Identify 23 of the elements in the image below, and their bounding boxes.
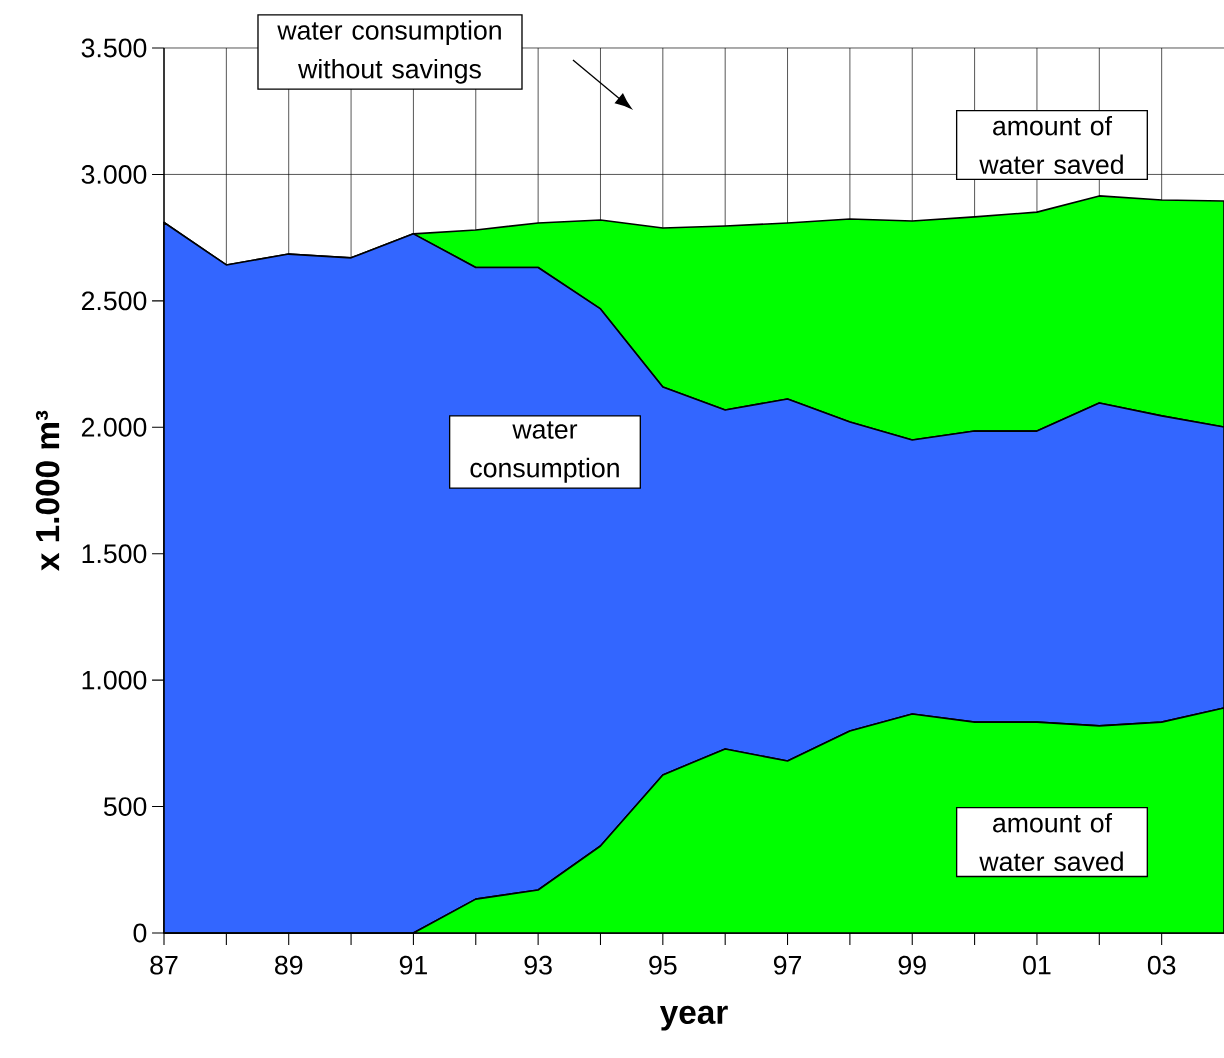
x-tick-label: 99 — [898, 955, 926, 975]
annotation: water consumption without savings — [277, 20, 501, 84]
x-tick-label: 03 — [1147, 955, 1176, 975]
series-label: water consumption — [470, 421, 619, 483]
y-tick-label: 2.500 — [81, 291, 147, 311]
series-label: amount of water saved — [979, 115, 1123, 175]
series-label: amount of water saved — [979, 812, 1123, 872]
y-axis-title: x 1.000 m³ — [35, 410, 60, 571]
x-axis-title: year — [659, 1005, 728, 1031]
x-tick-label: 91 — [399, 955, 427, 975]
y-tick-label: 3.000 — [81, 164, 147, 184]
y-tick-label: 0 — [133, 923, 147, 943]
x-tick-label: 89 — [275, 955, 303, 975]
y-tick-label: 2.000 — [81, 417, 147, 437]
x-tick-label: 87 — [150, 955, 178, 975]
x-tick-label: 97 — [773, 955, 802, 975]
x-tick-label: 93 — [524, 955, 552, 975]
y-tick-label: 3.500 — [81, 38, 147, 58]
y-tick-label: 500 — [103, 797, 147, 816]
y-tick-label: 1.000 — [82, 670, 147, 690]
x-tick-label: 01 — [1023, 955, 1051, 975]
x-tick-label: 95 — [649, 955, 677, 975]
y-tick-label: 1.500 — [82, 544, 147, 564]
